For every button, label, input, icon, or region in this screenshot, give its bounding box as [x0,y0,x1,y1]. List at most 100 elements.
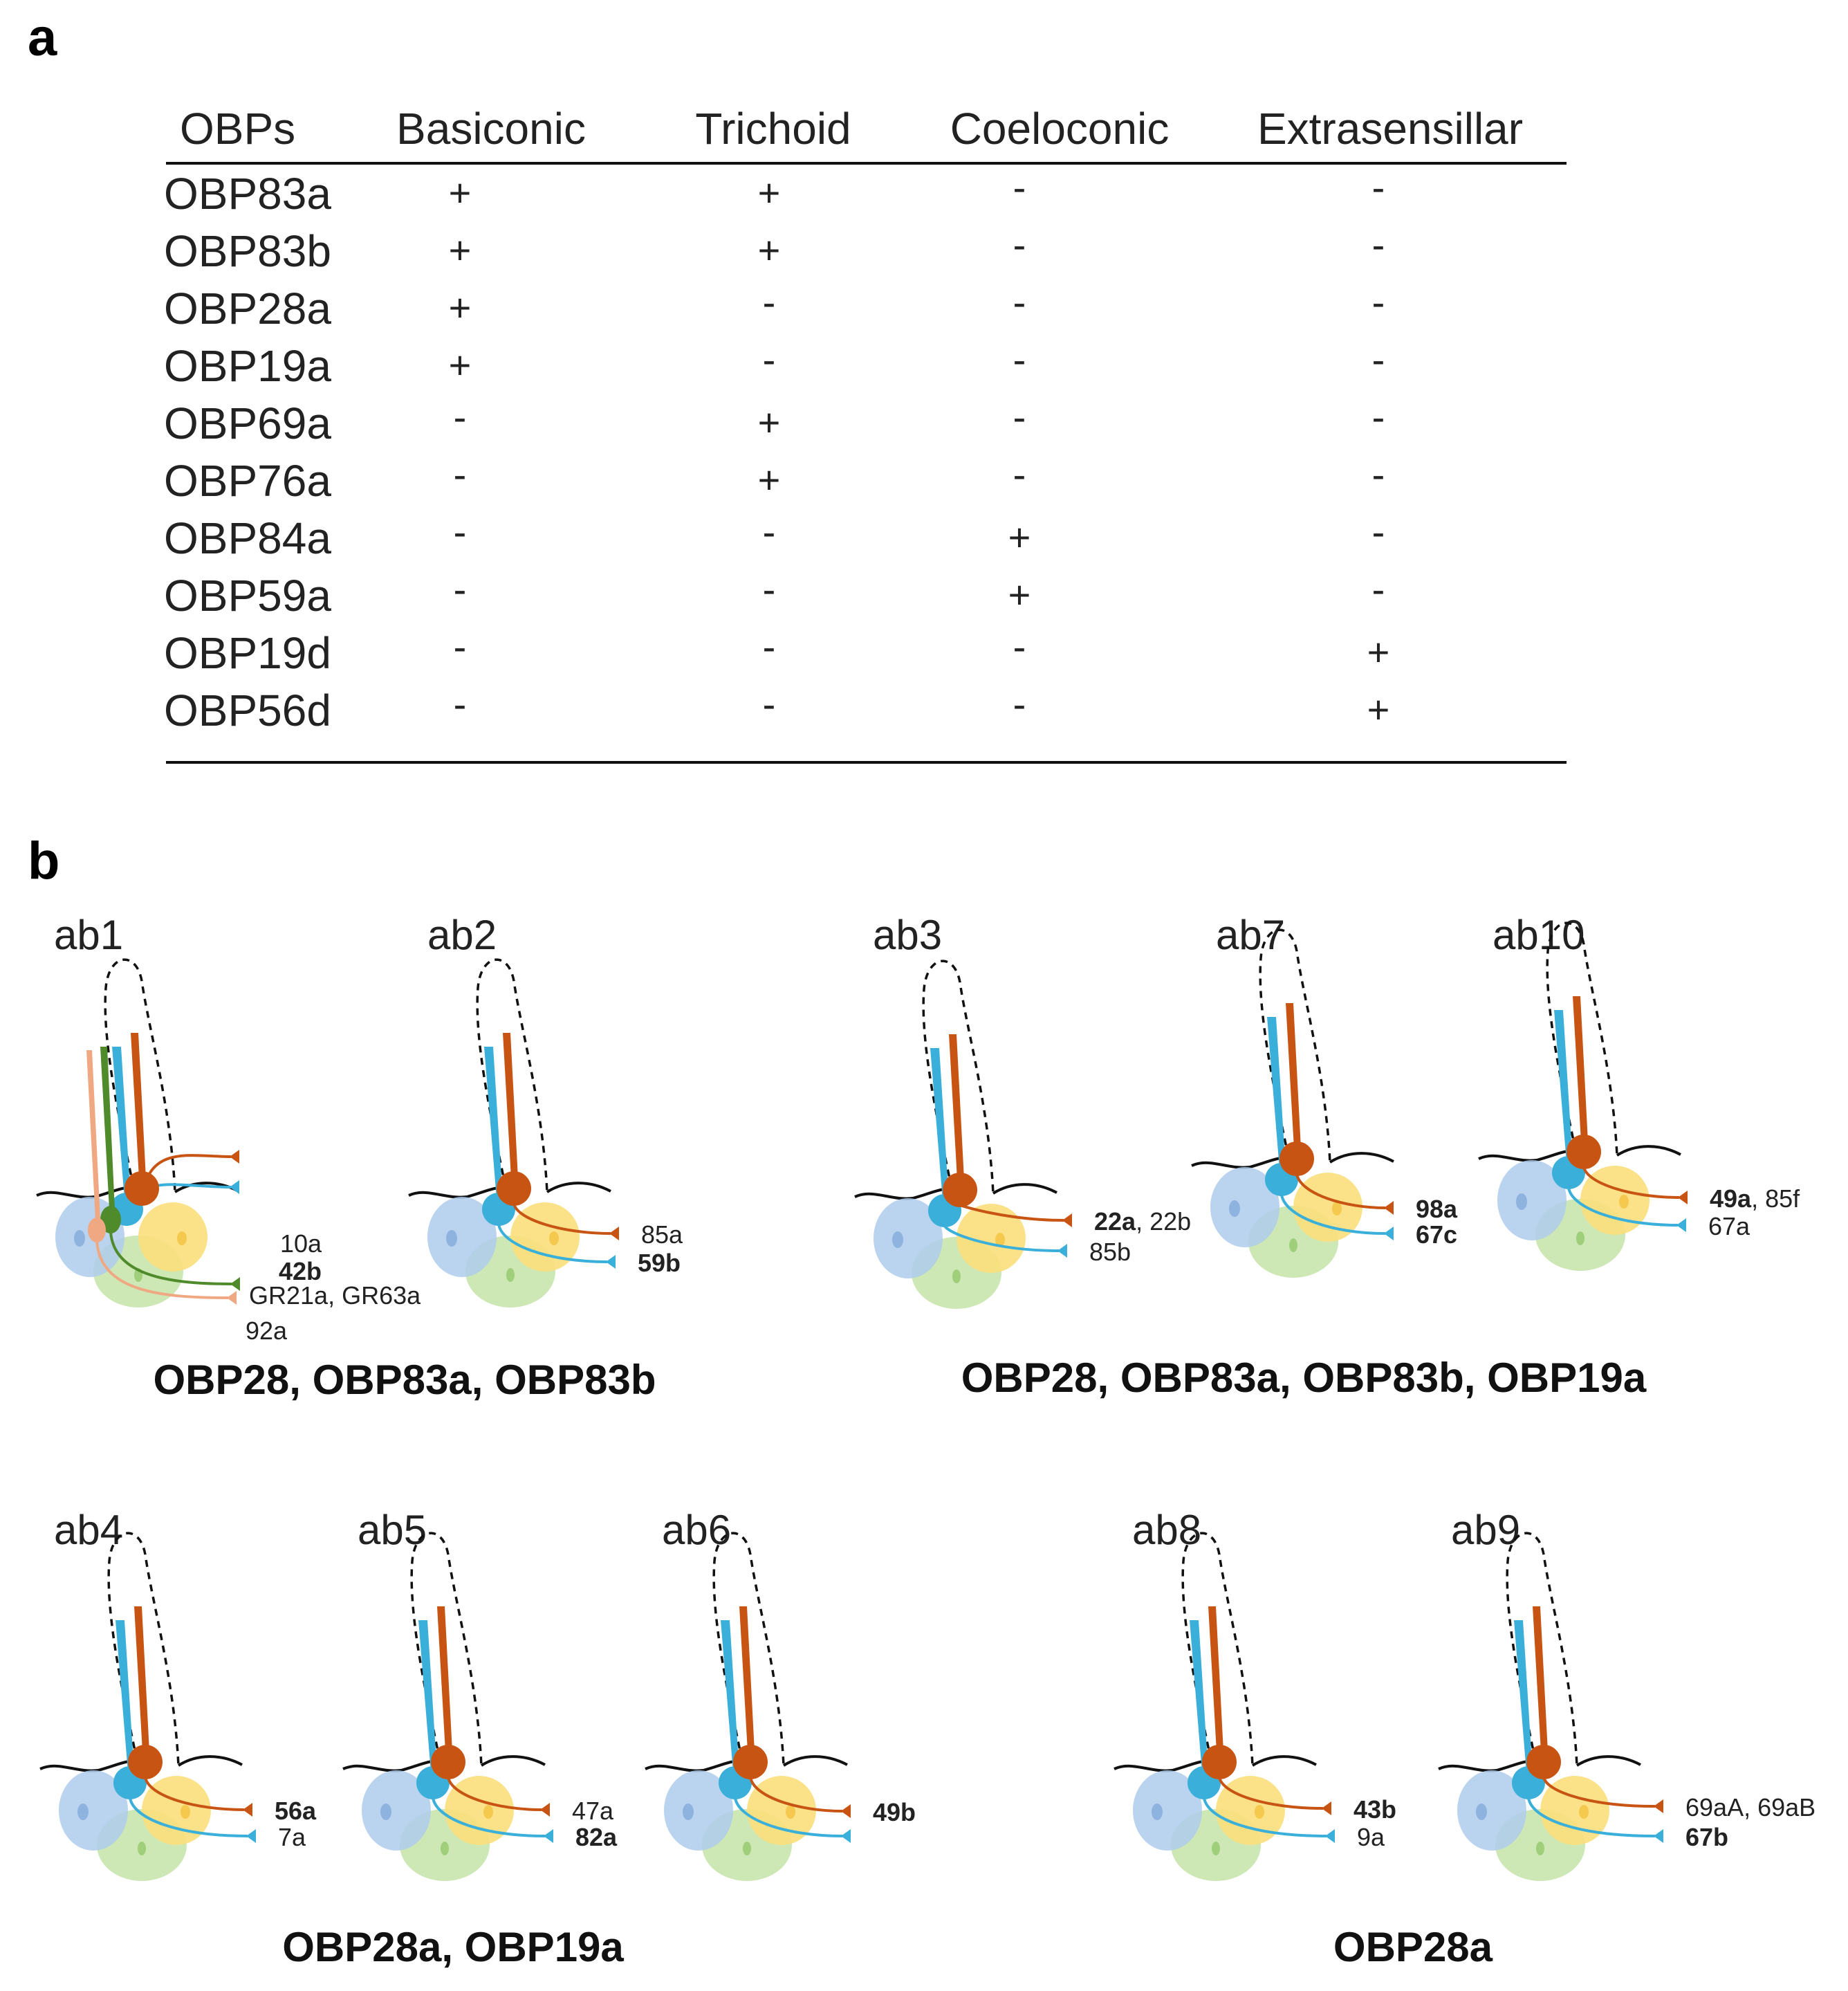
orange-neuron [733,1745,768,1779]
axon-terminal [1384,1227,1394,1240]
receptor-label: 82a [575,1823,618,1851]
table-row: OBP19a + - - - [164,338,1385,391]
receptor-label: 7a [278,1823,306,1851]
expression-negative: - [1372,280,1385,324]
cuticle-line [342,1759,441,1772]
obp-expression-table: OBPs Basiconic Trichoid Coeloconic Extrasens… [164,104,1567,764]
sensillum-name: ab2 [427,912,497,958]
receptor-name-bold: 22a [1094,1207,1136,1236]
obp-name: OBP76a [164,456,331,506]
axon-terminal [230,1277,240,1291]
neuron-dendrite [1554,1010,1573,1162]
receptor-label: 85a [641,1220,683,1249]
axon-terminal [230,1150,239,1164]
axon-terminal [230,1180,239,1194]
cell-nucleus [441,1842,449,1855]
sensillum-hair [410,1532,483,1766]
cell-nucleus [506,1268,515,1282]
expression-negative: - [1372,395,1385,439]
neuron-axon [1567,1187,1679,1227]
axon-terminal [1654,1829,1663,1843]
neuron-axon [125,1183,232,1225]
neuron-axon [943,1224,1060,1252]
support-cell [59,1770,128,1851]
obp-name: OBP69a [164,398,331,448]
receptor-label: 67a [1708,1212,1750,1240]
receptor-name-bold: 98a [1416,1195,1458,1223]
expression-negative: - [1013,452,1026,496]
sensillum-name: ab7 [1216,912,1285,958]
axon-terminal [246,1829,256,1843]
orange-neuron [1567,1135,1601,1169]
sensillum-name: ab8 [1132,1507,1201,1553]
expression-positive: + [1367,630,1390,674]
expression-negative: - [763,280,776,324]
group-caption: OBP28, OBP83a, OBP83b, OBP19a [961,1355,1647,1401]
neuron-dendrite [1208,1606,1223,1752]
receptor-name: , 22b [1136,1207,1191,1236]
expression-negative: - [1372,338,1385,381]
group-caption: OBP28, OBP83a, OBP83b [154,1357,656,1403]
obp-name: OBP28a [164,284,331,333]
axon-terminal [1062,1213,1072,1227]
expression-negative: - [763,625,776,668]
receptor-name-bold: 59b [638,1249,681,1277]
expression-negative: - [454,682,467,726]
sensillum-hair [1259,928,1331,1163]
axon-terminal [1384,1201,1394,1215]
neuron-dendrite [1267,1017,1286,1169]
obp-name: OBP83b [164,226,331,276]
obp-name: OBP84a [164,513,331,563]
neuron-axon [749,1777,843,1813]
neuron-axon [140,1154,232,1204]
table-row: OBP76a - + - - [164,452,1385,506]
support-cell [1133,1770,1202,1851]
neuron-dendrite [739,1606,755,1752]
orange-neuron [128,1745,163,1779]
support-cell [1210,1167,1279,1247]
neuron-dendrite [721,1620,739,1772]
receptor-name-bold: 67c [1416,1220,1457,1249]
obp-name: OBP19a [164,341,331,391]
neuron-dendrite [930,1048,949,1200]
panel-b-label: b [28,832,59,890]
expression-positive: + [758,228,781,272]
orange-neuron [431,1745,465,1779]
receptor-name-bold: 49b [873,1798,916,1826]
cell-nucleus [1476,1804,1487,1820]
neuron-axon [1542,1777,1656,1808]
cell-nucleus [1212,1842,1220,1855]
neuron-dendrite [949,1034,964,1180]
cuticle-line [1114,1759,1212,1772]
cuticle-line [177,1755,243,1767]
cuticle-line [1329,1152,1394,1164]
cell-nucleus [1289,1238,1297,1252]
expression-positive: + [1367,688,1390,731]
receptor-name: 10a [280,1229,322,1258]
support-cell [874,1198,943,1278]
neuron-dendrite [1573,996,1588,1141]
obp-name: OBP19d [164,628,331,678]
table-row: OBP83a + + - - [164,165,1385,219]
table-row: OBP19d - - - + [164,625,1389,678]
sensillum-name: ab4 [54,1507,123,1553]
cell-nucleus [1152,1804,1163,1820]
neuron-axon [1218,1777,1324,1810]
neuron-axon [1295,1173,1386,1209]
receptor-label: 10a [280,1229,322,1258]
cell-nucleus [138,1842,146,1855]
axon-terminal [1678,1191,1688,1204]
expression-positive: + [1008,573,1031,616]
receptor-name: 67a [1708,1212,1750,1240]
expression-negative: - [1013,165,1026,209]
cell-nucleus [549,1231,559,1245]
cuticle-line [1438,1759,1536,1772]
table-row: OBP56d - - - + [164,682,1389,735]
neuron-axon [95,1240,229,1299]
receptor-label: 22a, 22b [1094,1207,1191,1236]
cuticle-line [782,1755,848,1767]
